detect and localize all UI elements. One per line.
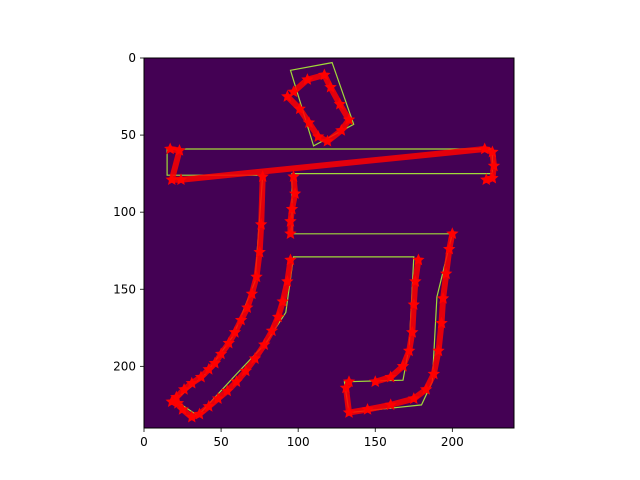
y-tick-label-100: 100 xyxy=(113,205,136,219)
y-tick-label-200: 200 xyxy=(113,359,136,373)
x-tick-label-100: 100 xyxy=(287,435,310,449)
marker-trace-4 xyxy=(174,257,294,421)
x-axis: 0 50 100 150 200 xyxy=(140,428,464,449)
marker-trace-2 xyxy=(168,173,266,405)
marker-trace-6 xyxy=(372,257,422,385)
x-tick-label-0: 0 xyxy=(140,435,148,449)
y-tick-label-50: 50 xyxy=(121,128,136,142)
marker-trace-1 xyxy=(167,146,497,183)
marker-trace-3 xyxy=(287,173,299,237)
x-tick-label-50: 50 xyxy=(213,435,228,449)
axes-frame xyxy=(143,57,515,429)
x-tick-label-150: 150 xyxy=(364,435,387,449)
marker-layer xyxy=(164,68,501,423)
marker-trace-0 xyxy=(284,72,352,145)
image-background xyxy=(144,58,514,428)
y-tick-label-150: 150 xyxy=(113,282,136,296)
y-tick-label-0: 0 xyxy=(128,51,136,65)
y-axis: 0 50 100 150 200 xyxy=(113,51,144,373)
marker-trace-5 xyxy=(343,230,456,416)
x-tick-label-200: 200 xyxy=(441,435,464,449)
